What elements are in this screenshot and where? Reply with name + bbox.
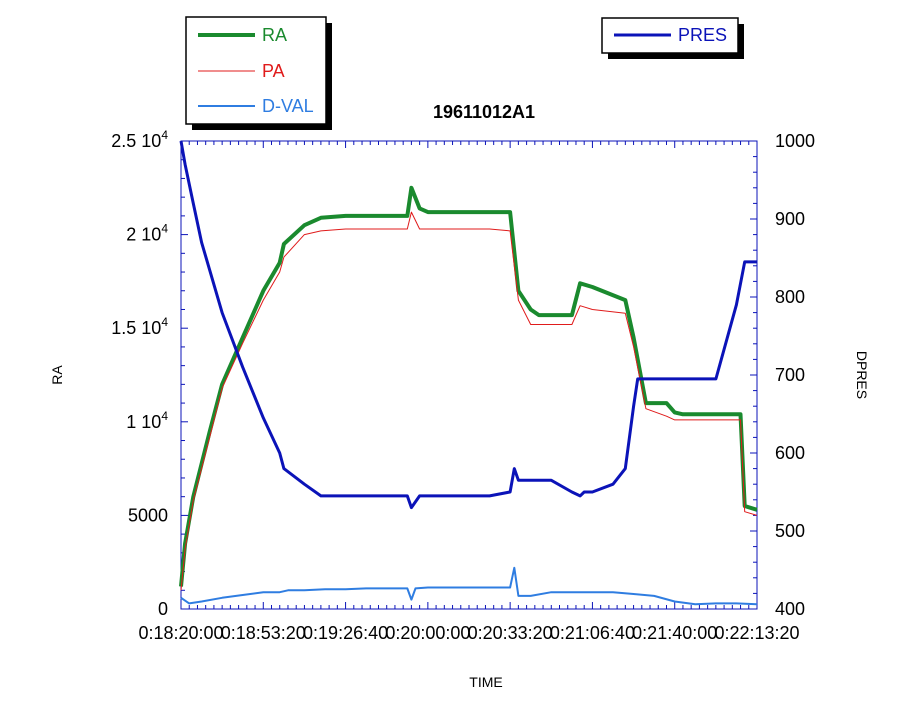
y-left-tick-label: 5000 xyxy=(128,505,168,525)
y-right-tick-label: 1000 xyxy=(775,131,815,151)
x-tick-label: 0:22:13:20 xyxy=(714,623,799,643)
x-axis-title: TIME xyxy=(469,674,502,690)
legend-label-dval: D-VAL xyxy=(262,96,314,116)
x-tick-label: 0:20:00:00 xyxy=(385,623,470,643)
x-tick-label: 0:20:33:20 xyxy=(468,623,553,643)
legend-left: RA PA D-VAL xyxy=(185,16,332,130)
axis-ticks xyxy=(180,140,758,610)
series-line-pres xyxy=(179,140,757,510)
legend-label-ra: RA xyxy=(262,25,287,45)
series-line-pa xyxy=(180,211,758,591)
x-tick-label: 0:21:40:00 xyxy=(632,623,717,643)
y-left-tick-label: 2.5 104 xyxy=(111,128,168,151)
y-right-tick-label: 500 xyxy=(775,521,805,541)
legend-label-pa: PA xyxy=(262,61,285,81)
y-axis-left-title: RA xyxy=(49,365,65,385)
y-left-tick-label: 1 104 xyxy=(126,409,168,432)
series-line-dval xyxy=(180,566,758,606)
legend-label-pres: PRES xyxy=(678,25,727,45)
series-line-ra xyxy=(179,185,758,587)
series-layer xyxy=(179,140,758,606)
y-right-tick-label: 400 xyxy=(775,599,805,619)
x-tick-label: 0:19:26:40 xyxy=(303,623,388,643)
y-left-tick-label: 0 xyxy=(158,599,168,619)
y-right-tick-label: 600 xyxy=(775,443,805,463)
y-left-tick-label: 2 104 xyxy=(126,222,168,245)
x-tick-label: 0:18:20:00 xyxy=(138,623,223,643)
y-right-tick-label: 800 xyxy=(775,287,805,307)
x-tick-label: 0:18:53:20 xyxy=(221,623,306,643)
y-right-tick-label: 700 xyxy=(775,365,805,385)
axis-tick-labels: 0:18:20:000:18:53:200:19:26:400:20:00:00… xyxy=(111,128,815,643)
y-left-tick-label: 1.5 104 xyxy=(111,315,168,338)
y-right-tick-label: 900 xyxy=(775,209,805,229)
y-axis-right-title: DPRES xyxy=(854,351,870,399)
x-tick-label: 0:21:06:40 xyxy=(550,623,635,643)
chart-title: 19611012A1 xyxy=(433,102,535,122)
legend-right: PRES xyxy=(601,17,744,59)
